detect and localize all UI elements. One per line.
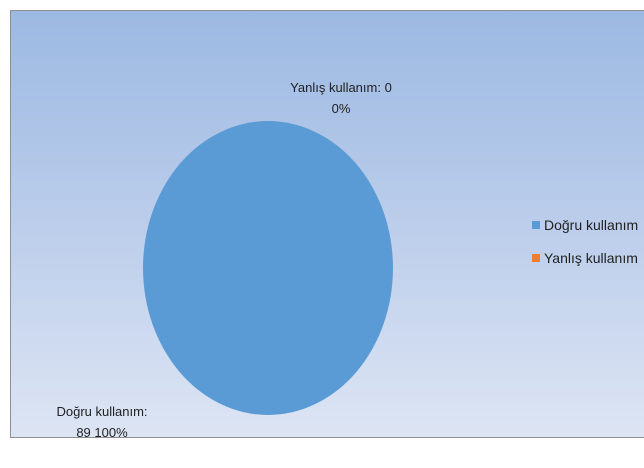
legend-swatch-yanlis bbox=[532, 254, 540, 262]
data-label-yanlis-line1: Yanlış kullanım: 0 bbox=[290, 80, 392, 95]
data-label-dogru-line2: 89 100% bbox=[76, 425, 128, 438]
pie-chart-svg: Yanlış kullanım: 0 0% Doğru kullanım: 89… bbox=[56, 80, 638, 438]
legend-label-yanlis: Yanlış kullanım bbox=[544, 250, 638, 266]
chart-area: Yanlış kullanım: 0 0% Doğru kullanım: 89… bbox=[10, 10, 644, 438]
data-label-yanlis-line2: 0% bbox=[332, 101, 351, 116]
legend: Doğru kullanım Yanlış kullanım bbox=[532, 217, 638, 266]
legend-swatch-dogru bbox=[532, 221, 540, 229]
pie-slice-dogru bbox=[143, 121, 393, 415]
legend-label-dogru: Doğru kullanım bbox=[544, 217, 638, 233]
data-label-dogru-line1: Doğru kullanım: bbox=[56, 404, 147, 419]
pie-slices bbox=[143, 121, 393, 415]
